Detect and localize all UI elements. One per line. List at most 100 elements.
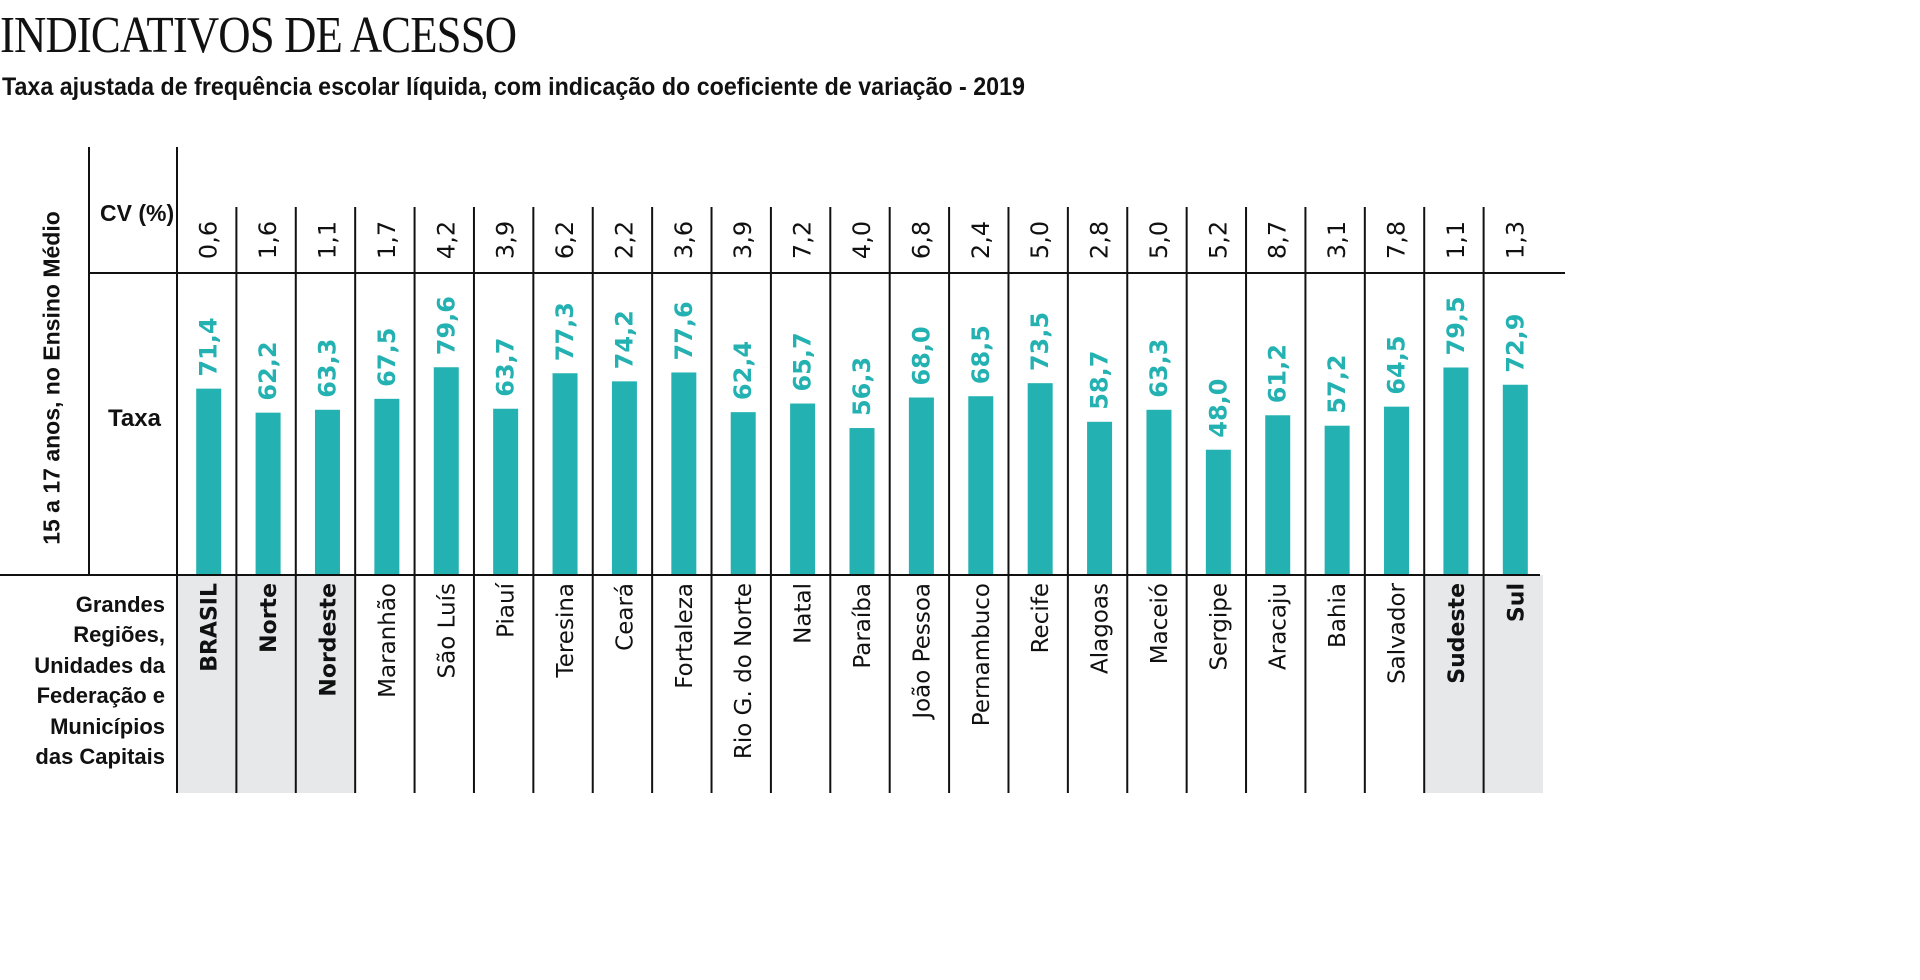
chart-subtitle: Taxa ajustada de frequência escolar líqu…	[2, 73, 1025, 101]
cv-value: 1,3	[1501, 221, 1529, 259]
taxa-value-label: 57,2	[1323, 354, 1351, 413]
cv-value: 7,2	[789, 221, 817, 259]
highlight-cell	[1483, 575, 1543, 793]
table-lines	[0, 147, 1565, 793]
highlight-cell	[236, 575, 296, 793]
category-label: Alagoas	[1088, 583, 1114, 674]
bar-João Pessoa	[908, 397, 934, 575]
page-title: INDICATIVOS DE ACESSO	[0, 7, 517, 64]
highlight-cell	[1424, 575, 1484, 793]
highlight-cell	[177, 575, 237, 793]
category-axis-line: Federação e	[36, 683, 165, 709]
category-label: Ceará	[612, 583, 638, 651]
category-label: Natal	[791, 583, 817, 644]
taxa-value-label: 63,7	[492, 338, 520, 397]
cv-value: 3,9	[492, 221, 520, 259]
taxa-value-label: 62,4	[729, 341, 757, 400]
taxa-value-label: 77,3	[551, 302, 579, 361]
taxa-value-label: 77,6	[670, 301, 698, 360]
bar-Alagoas	[1087, 421, 1113, 575]
bar-Salvador	[1384, 406, 1410, 575]
category-label: Bahia	[1325, 583, 1351, 648]
cv-value: 1,7	[373, 221, 401, 259]
category-label: Recife	[1028, 583, 1054, 653]
category-label: Salvador	[1385, 582, 1411, 683]
bar-Maranhão	[374, 398, 400, 575]
category-label: Fortaleza	[672, 583, 698, 689]
taxa-row-label: Taxa	[108, 405, 161, 432]
bar-Maceió	[1146, 409, 1172, 575]
category-axis-label: Grandes Regiões, Unidades da Federação e…	[10, 590, 165, 772]
taxa-value-label: 58,7	[1086, 351, 1114, 410]
taxa-value-label: 79,6	[432, 296, 460, 355]
category-label: Sul	[1504, 583, 1529, 622]
cv-value: 4,2	[432, 221, 460, 259]
bar-Sudeste	[1443, 367, 1469, 575]
taxa-value-label: 72,9	[1501, 314, 1529, 373]
group-axis-label: 15 a 17 anos, no Ensino Médio	[38, 211, 65, 545]
cv-value: 4,0	[848, 221, 876, 259]
cv-value: 7,8	[1383, 221, 1411, 259]
cv-value: 5,0	[1145, 221, 1173, 259]
category-label: Sudeste	[1445, 583, 1470, 684]
category-axis-line: das Capitais	[35, 744, 165, 770]
bar-Paraíba	[849, 428, 875, 575]
bar-Sergipe	[1205, 449, 1231, 575]
category-label: Paraíba	[850, 583, 876, 669]
category-label: João Pessoa	[909, 583, 935, 721]
category-label: BRASIL	[198, 583, 223, 672]
cv-row-label: CV (%)	[100, 200, 175, 226]
taxa-value-label: 79,5	[1442, 296, 1470, 355]
cv-value: 8,7	[1264, 221, 1292, 259]
category-label: Piauí	[494, 582, 520, 637]
taxa-value-label: 63,3	[1145, 339, 1173, 398]
cv-value: 6,8	[907, 221, 935, 259]
taxa-value-label: 67,5	[373, 328, 401, 387]
bar-Sul	[1502, 384, 1528, 575]
bar-São Luís	[433, 367, 459, 575]
taxa-value-label: 73,5	[1026, 312, 1054, 371]
bar-Piauí	[493, 408, 519, 575]
cv-value: 1,6	[254, 221, 282, 259]
bar-Teresina	[552, 373, 578, 575]
taxa-value-label: 65,7	[789, 332, 817, 391]
highlight-cell	[295, 575, 356, 793]
bars	[196, 367, 1528, 575]
cv-value: 3,6	[670, 221, 698, 259]
taxa-value-label: 61,2	[1264, 344, 1292, 403]
highlight-backgrounds	[177, 575, 1543, 793]
category-label: Rio G. do Norte	[731, 583, 757, 759]
bar-Recife	[1027, 383, 1053, 575]
category-label: Nordeste	[316, 583, 341, 697]
category-axis-line: Grandes	[75, 592, 165, 617]
bar-BRASIL	[196, 388, 222, 575]
taxa-value-label: 68,5	[967, 325, 995, 384]
taxa-value-label: 48,0	[1204, 379, 1232, 438]
category-label: Sergipe	[1206, 583, 1232, 671]
category-axis-line: Municípios	[50, 713, 165, 739]
category-label: Aracaju	[1266, 583, 1292, 670]
category-label: Maranhão	[375, 583, 401, 698]
category-axis-line: Regiões,	[73, 622, 165, 648]
cv-value: 3,9	[729, 221, 757, 259]
taxa-value-label: 56,3	[848, 357, 876, 416]
cv-value: 0,6	[195, 221, 223, 259]
chart-labels: 0,6 71,4 BRASIL 1,6 62,2 Norte 1,1 63,3 Nordeste…	[195, 221, 1530, 759]
category-axis-line: Unidades da	[34, 652, 165, 678]
cv-value: 1,1	[1442, 221, 1470, 259]
category-label: Maceió	[1147, 583, 1173, 664]
category-label: São Luís	[434, 583, 460, 678]
bar-Fortaleza	[671, 372, 697, 575]
bar-Norte	[255, 412, 281, 575]
bar-Natal	[790, 403, 816, 575]
taxa-value-label: 64,5	[1383, 335, 1411, 394]
bar-Aracaju	[1265, 415, 1291, 575]
bar-Pernambuco	[968, 396, 994, 575]
taxa-value-label: 74,2	[610, 310, 638, 369]
bar-Rio G. do Norte	[730, 412, 756, 575]
taxa-value-label: 71,4	[195, 317, 223, 376]
bar-Ceará	[611, 381, 637, 575]
cv-value: 2,2	[610, 221, 638, 259]
category-label: Teresina	[553, 583, 579, 678]
